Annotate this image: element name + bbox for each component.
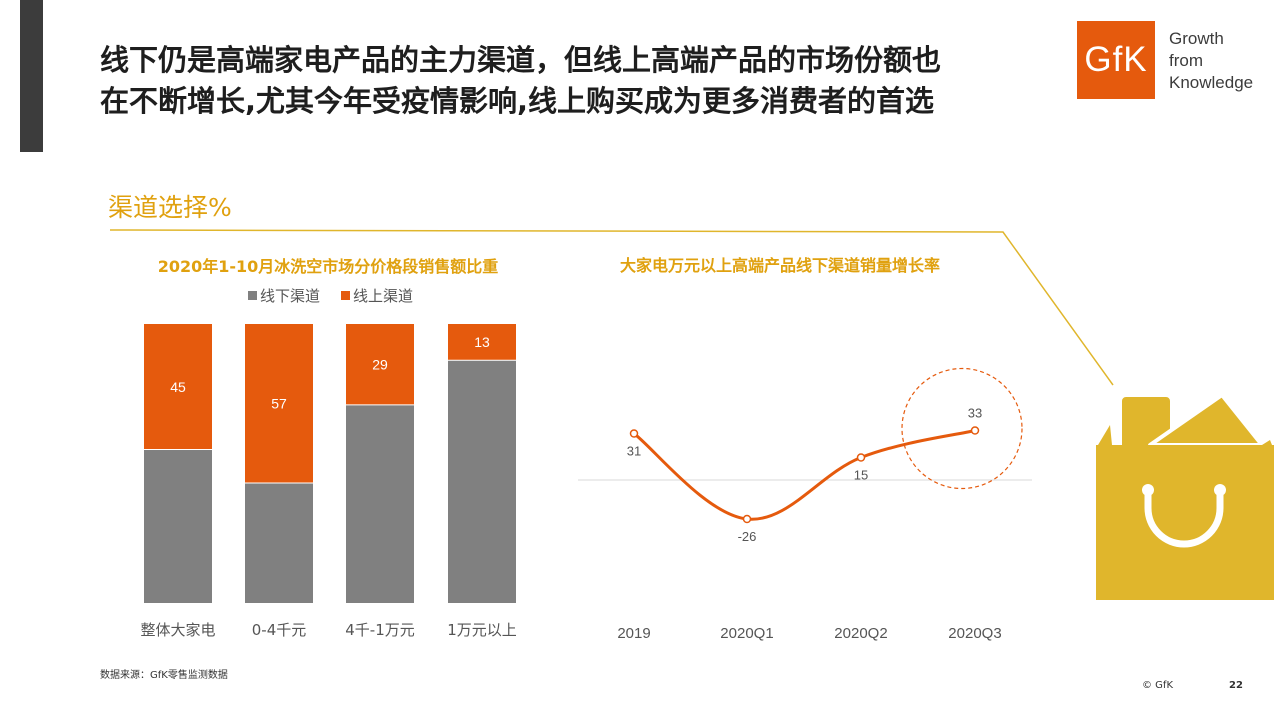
legend-swatch-online: [341, 291, 350, 300]
shopping-bag-icon: [1096, 393, 1274, 600]
bar-chart-title: 2020年1-10月冰洗空市场分价格段销售额比重: [158, 257, 499, 276]
line-point-2: [856, 453, 866, 462]
legend-label-offline: 线下渠道: [260, 287, 320, 305]
bar-category-label-1: 0-4千元: [252, 621, 307, 639]
bar-online-label-2: 29: [372, 356, 388, 372]
gfk-logo: GfK: [1077, 21, 1155, 99]
bar-offline-1: [245, 483, 313, 603]
line-category-label-2: 2020Q2: [834, 625, 887, 642]
bar-offline-0: [144, 449, 212, 603]
line-point-3: [970, 426, 980, 435]
tagline-line-3: Knowledge: [1169, 73, 1254, 92]
bar-online-label-3: 13: [474, 334, 490, 350]
growth-line-chart: 大家电万元以上高端产品线下渠道销量增长率 31 2019 -26 2020Q1 15 202…: [578, 256, 1032, 642]
line-point-1: [742, 514, 752, 524]
bar-online-2: [346, 324, 414, 405]
line-point-0: [629, 429, 639, 438]
line-category-label-0: 2019: [617, 625, 650, 642]
line-category-label-3: 2020Q3: [948, 625, 1001, 642]
gfk-tagline: Growth from Knowledge: [1169, 28, 1253, 94]
section-title: 渠道选择%: [108, 193, 232, 222]
tagline-line-1: Growth: [1169, 29, 1224, 48]
data-source-note: 数据来源：GfK零售监测数据: [100, 670, 228, 681]
copyright: © GfK: [1142, 680, 1174, 691]
gfk-logo-mark: GfK: [1084, 40, 1148, 79]
bar-online-0: [144, 324, 212, 450]
bar-category-label-2: 4千-1万元: [345, 621, 415, 639]
line-value-label-1: -26: [738, 529, 757, 544]
bag-flap-right: [1262, 440, 1272, 445]
legend-label-online: 线上渠道: [353, 287, 413, 305]
line-value-label-0: 31: [627, 444, 641, 459]
tagline-line-2: from: [1169, 51, 1203, 70]
line-category-label-1: 2020Q1: [720, 625, 773, 642]
highlight-circle: [901, 367, 1023, 490]
bag-flap-left: [1098, 425, 1112, 445]
bar-online-3: [448, 324, 516, 361]
growth-line: [633, 429, 976, 521]
line-value-label-2: 15: [854, 468, 868, 483]
bar-online-1: [245, 324, 313, 484]
line-value-label-3: 33: [968, 406, 982, 421]
line-chart-title: 大家电万元以上高端产品线下渠道销量增长率: [620, 256, 940, 275]
page-title-line-1: 线下仍是高端家电产品的主力渠道，但线上高端产品的市场份额也: [100, 43, 942, 77]
bar-online-label-1: 57: [271, 396, 287, 412]
legend-swatch-offline: [248, 291, 257, 300]
bar-online-label-0: 45: [170, 379, 186, 395]
bar-offline-2: [346, 404, 414, 603]
title-accent-bar: [20, 0, 43, 152]
bar-offline-3: [448, 360, 516, 603]
decorative-connector-line: [109, 229, 1114, 386]
bag-handle: [1144, 486, 1224, 548]
bar-category-label-3: 1万元以上: [447, 621, 517, 639]
page-title-line-2: 在不断增长,尤其今年受疫情影响,线上购买成为更多消费者的首选: [100, 84, 935, 118]
page-number: 22: [1229, 680, 1243, 691]
bag-body: [1096, 445, 1274, 600]
bar-category-label-0: 整体大家电: [140, 621, 215, 639]
page-title: 线下仍是高端家电产品的主力渠道，但线上高端产品的市场份额也 在不断增长,尤其今年…: [100, 40, 1060, 122]
